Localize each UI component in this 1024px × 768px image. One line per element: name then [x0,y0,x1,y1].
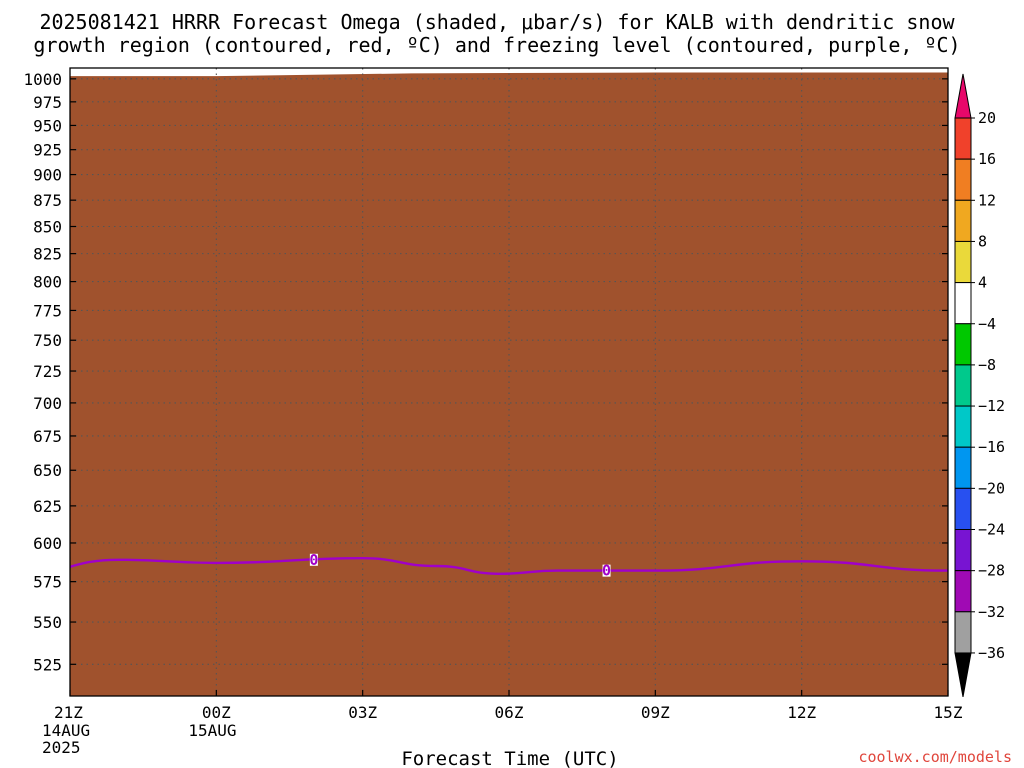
y-tick-label: 800 [33,273,62,292]
y-tick-label: 600 [33,534,62,553]
y-tick-label: 900 [33,166,62,185]
colorbar-label: 16 [978,150,996,168]
y-tick-label: 550 [33,613,62,632]
x-tick-label: 03Z [348,703,377,722]
y-tick-label: 700 [33,394,62,413]
y-tick-label: 625 [33,497,62,516]
title-line: 2025081421 HRRR Forecast Omega (shaded, … [39,10,955,34]
source-credit: coolwx.com/models [858,748,1012,766]
x-tick-label: 12Z [787,703,816,722]
x-axis-label: Forecast Time (UTC) [401,748,618,768]
x-tick-label: 06Z [495,703,524,722]
y-tick-label: 1000 [23,70,62,89]
y-tick-label: 975 [33,93,62,112]
x-tick-label: 09Z [641,703,670,722]
colorbar-label: −28 [978,562,1005,580]
colorbar-label: 8 [978,232,987,250]
y-tick-label: 675 [33,427,62,446]
colorbar-bin [954,199,972,242]
colorbar-extend-top [954,73,972,119]
colorbar-label: 4 [978,274,987,292]
chart-title: 2025081421 HRRR Forecast Omega (shaded, … [33,10,960,57]
colorbar: 20 16 12 8 4 −4 −8 −12 −16 −20 −24 −28 −32 −36 [954,73,1005,698]
y-tick-label: 775 [33,301,62,320]
freezing-level-label: 0 [309,551,318,569]
terrain-shading [70,72,948,696]
colorbar-extend-bottom [954,652,972,698]
plot-area: 00 [69,67,949,697]
y-tick-label: 575 [33,573,62,592]
y-tick-label: 925 [33,141,62,160]
colorbar-bin [954,158,972,201]
colorbar-label: 20 [978,109,996,127]
y-tick-label: 750 [33,331,62,350]
colorbar-label: −8 [978,356,996,374]
colorbar-bin [954,364,972,407]
freezing-level-line [70,556,948,576]
freezing-level-label: 0 [602,562,611,580]
colorbar-label: 12 [978,191,996,209]
colorbar-bin [954,240,972,284]
colorbar-bin [954,405,972,448]
title-line: growth region (contoured, red, ºC) and f… [33,33,960,57]
x-tick-sublabel: 14AUG [42,721,90,740]
x-tick-sublabel: 15AUG [188,721,236,740]
x-tick-label: 00Z [202,703,231,722]
colorbar-bin [954,323,972,366]
freezing-level-label-bg [602,564,611,577]
colorbar-label: −20 [978,479,1005,497]
colorbar-bin [954,446,972,489]
colorbar-label: −12 [978,397,1005,415]
colorbar-label: −16 [978,438,1005,456]
colorbar-bin [954,487,972,531]
colorbar-bin [954,529,972,572]
colorbar-label: −4 [978,315,996,333]
colorbar-bin [954,282,972,325]
y-tick-label: 825 [33,245,62,264]
colorbar-bin [954,117,972,160]
colorbar-label: −36 [978,644,1005,662]
y-axis-tick-labels: 525 550 575 600 625 650 675 700 725 750 775 800 825 8… [23,70,62,674]
y-tick-label: 950 [33,116,62,135]
colorbar-bin [954,570,972,613]
y-tick-label: 850 [33,218,62,237]
colorbar-label: −32 [978,603,1005,621]
y-tick-label: 725 [33,362,62,381]
y-tick-label: 525 [33,655,62,674]
plot-contents: 00 [70,68,948,696]
x-tick-label: 21Z [54,703,83,722]
colorbar-bin [954,611,972,654]
y-tick-label: 875 [33,191,62,210]
freezing-level-label-bg [309,553,318,566]
x-tick-label: 15Z [934,703,963,722]
y-tick-label: 650 [33,461,62,480]
x-tick-sublabel: 2025 [42,738,81,757]
colorbar-label: −24 [978,521,1005,539]
